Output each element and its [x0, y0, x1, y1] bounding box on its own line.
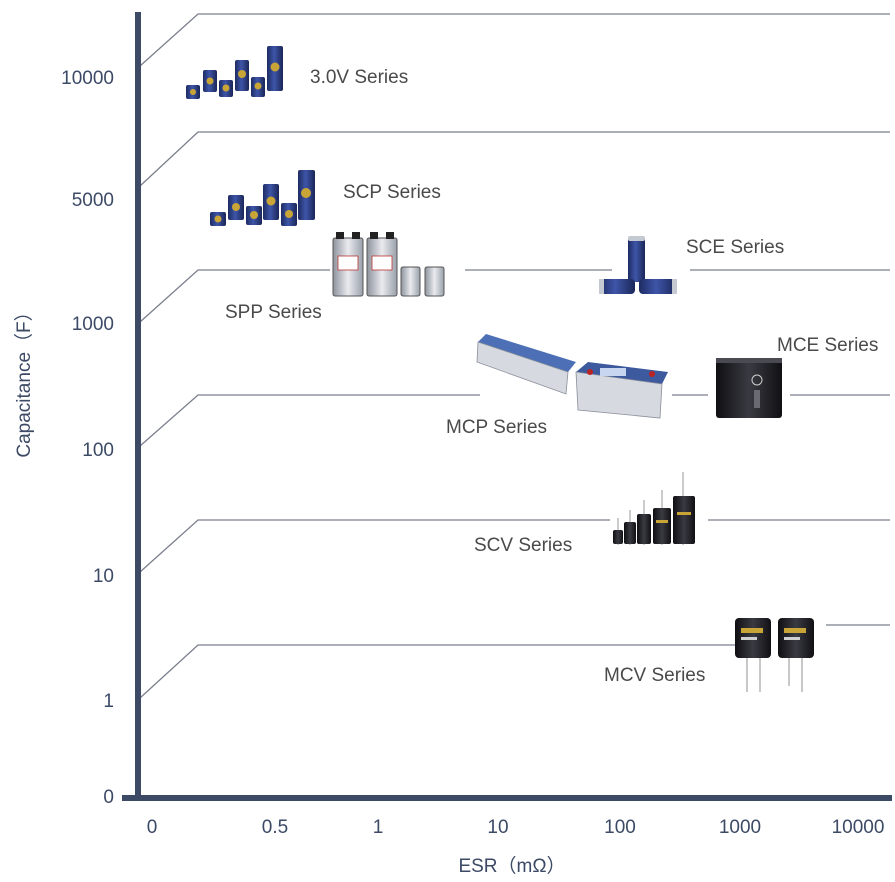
x-tick-label: 10	[487, 817, 508, 838]
band-line-scv	[139, 519, 610, 573]
x-tick-label: 10000	[832, 817, 885, 838]
x-tick-label: 1	[373, 817, 384, 838]
y-tick-labels: 10000 5000 1000 100 10 1 0	[61, 68, 114, 808]
band-line-mcv	[139, 644, 735, 699]
product-spp-series-image	[332, 232, 445, 297]
series-label-mcp: MCP Series	[446, 417, 547, 438]
product-scv-series-image	[613, 472, 695, 545]
series-label-sce: SCE Series	[686, 237, 784, 258]
x-tick-label: 0	[147, 817, 158, 838]
y-tick-label: 100	[82, 440, 114, 461]
product-mcp-series-image	[476, 334, 668, 419]
band-line-mcp	[139, 394, 480, 447]
product-sce-series-image	[599, 236, 677, 294]
y-tick-label: 5000	[72, 190, 114, 211]
y-tick-label: 10	[93, 566, 114, 587]
band-line-scp	[139, 131, 890, 187]
series-label-3v: 3.0V Series	[310, 67, 408, 88]
y-axis-title: Capacitance（F）	[13, 302, 35, 457]
product-3v-series-image	[186, 46, 283, 99]
product-mce-series-image	[716, 358, 782, 418]
series-label-mce: MCE Series	[777, 335, 878, 356]
series-label-spp: SPP Series	[225, 302, 322, 323]
x-tick-label: 1000	[719, 817, 761, 838]
x-tick-label: 0.5	[262, 817, 288, 838]
y-tick-label: 10000	[61, 68, 114, 89]
x-axis-title: ESR（mΩ）	[458, 855, 565, 877]
y-tick-label: 1000	[72, 314, 114, 335]
y-tick-label: 1	[103, 691, 114, 712]
series-label-mcv: MCV Series	[604, 665, 705, 686]
product-mcv-series-image	[735, 618, 814, 692]
band-lines	[139, 13, 890, 699]
product-scp-series-image	[210, 170, 315, 226]
series-labels: 3.0V Series SCP Series SPP Series SCE Se…	[225, 67, 878, 686]
y-tick-label: 0	[103, 787, 114, 808]
x-tick-labels: 0 0.5 1 10 100 1000 10000	[147, 817, 885, 838]
x-tick-label: 100	[604, 817, 636, 838]
band-line-spp	[139, 269, 330, 323]
series-label-scv: SCV Series	[474, 535, 572, 556]
band-line-3v	[139, 13, 890, 67]
series-label-scp: SCP Series	[343, 182, 441, 203]
